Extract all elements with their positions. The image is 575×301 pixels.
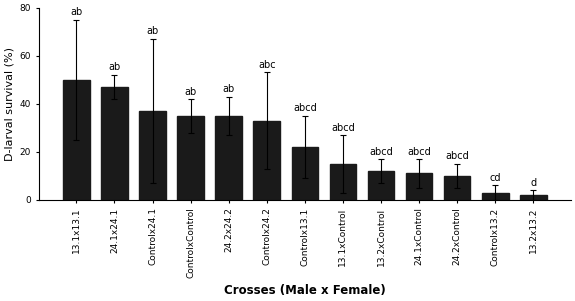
X-axis label: Crosses (Male x Female): Crosses (Male x Female)	[224, 284, 386, 297]
Bar	[329, 164, 356, 200]
Bar	[177, 116, 204, 200]
Text: ab: ab	[185, 86, 197, 97]
Bar	[101, 87, 128, 200]
Text: ab: ab	[147, 26, 159, 36]
Text: ab: ab	[108, 63, 121, 73]
Bar	[444, 176, 470, 200]
Text: d: d	[530, 178, 536, 188]
Y-axis label: D-larval survival (%): D-larval survival (%)	[4, 47, 14, 161]
Text: ab: ab	[223, 84, 235, 94]
Text: cd: cd	[489, 173, 501, 183]
Text: abcd: abcd	[331, 123, 355, 132]
Bar	[367, 171, 394, 200]
Bar	[63, 80, 90, 200]
Text: abc: abc	[258, 60, 275, 70]
Text: abcd: abcd	[293, 103, 317, 113]
Text: abcd: abcd	[369, 147, 393, 157]
Bar	[482, 193, 508, 200]
Bar	[254, 120, 280, 200]
Bar	[292, 147, 318, 200]
Text: ab: ab	[70, 7, 82, 17]
Bar	[216, 116, 242, 200]
Bar	[406, 173, 432, 200]
Bar	[520, 195, 547, 200]
Bar	[139, 111, 166, 200]
Text: abcd: abcd	[407, 147, 431, 157]
Text: abcd: abcd	[445, 151, 469, 161]
